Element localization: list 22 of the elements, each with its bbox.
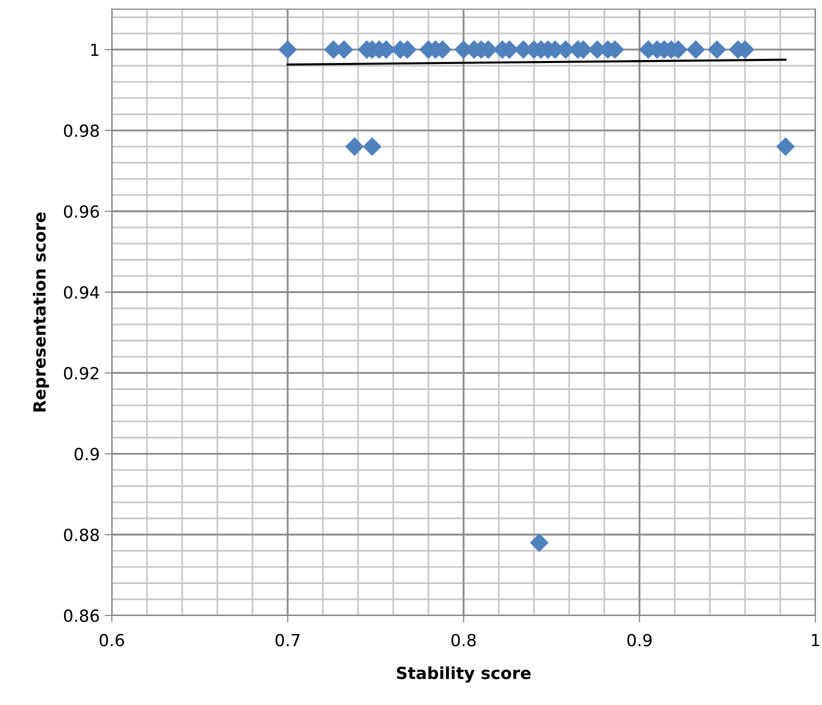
y-tick-label: 0.92 [64, 366, 98, 380]
point [686, 40, 706, 59]
x-tick-label: 0.8 [451, 634, 476, 646]
x-tick-label: 1 [812, 634, 820, 646]
point [530, 533, 549, 552]
y-tick-label: 0.9 [74, 448, 99, 460]
x-tick-label: 0.7 [276, 634, 300, 646]
point [776, 137, 795, 156]
x-tick-label: 0.6 [100, 634, 124, 646]
x-tick-label: 0.9 [627, 634, 652, 646]
y-tick-label: 0.94 [64, 286, 100, 299]
point [708, 40, 726, 59]
y-tick-label: 0.86 [64, 609, 99, 622]
y-tick-label: 0.98 [64, 124, 99, 137]
y-tick-label: 0.88 [64, 528, 99, 542]
point [278, 40, 298, 59]
y-axis-title: Representation score [32, 212, 49, 412]
x-axis-title: Stability score [396, 666, 531, 683]
y-tick-label: 1 [91, 44, 98, 56]
point [345, 137, 364, 156]
y-tick-label: 0.96 [64, 205, 99, 218]
point [362, 137, 382, 156]
